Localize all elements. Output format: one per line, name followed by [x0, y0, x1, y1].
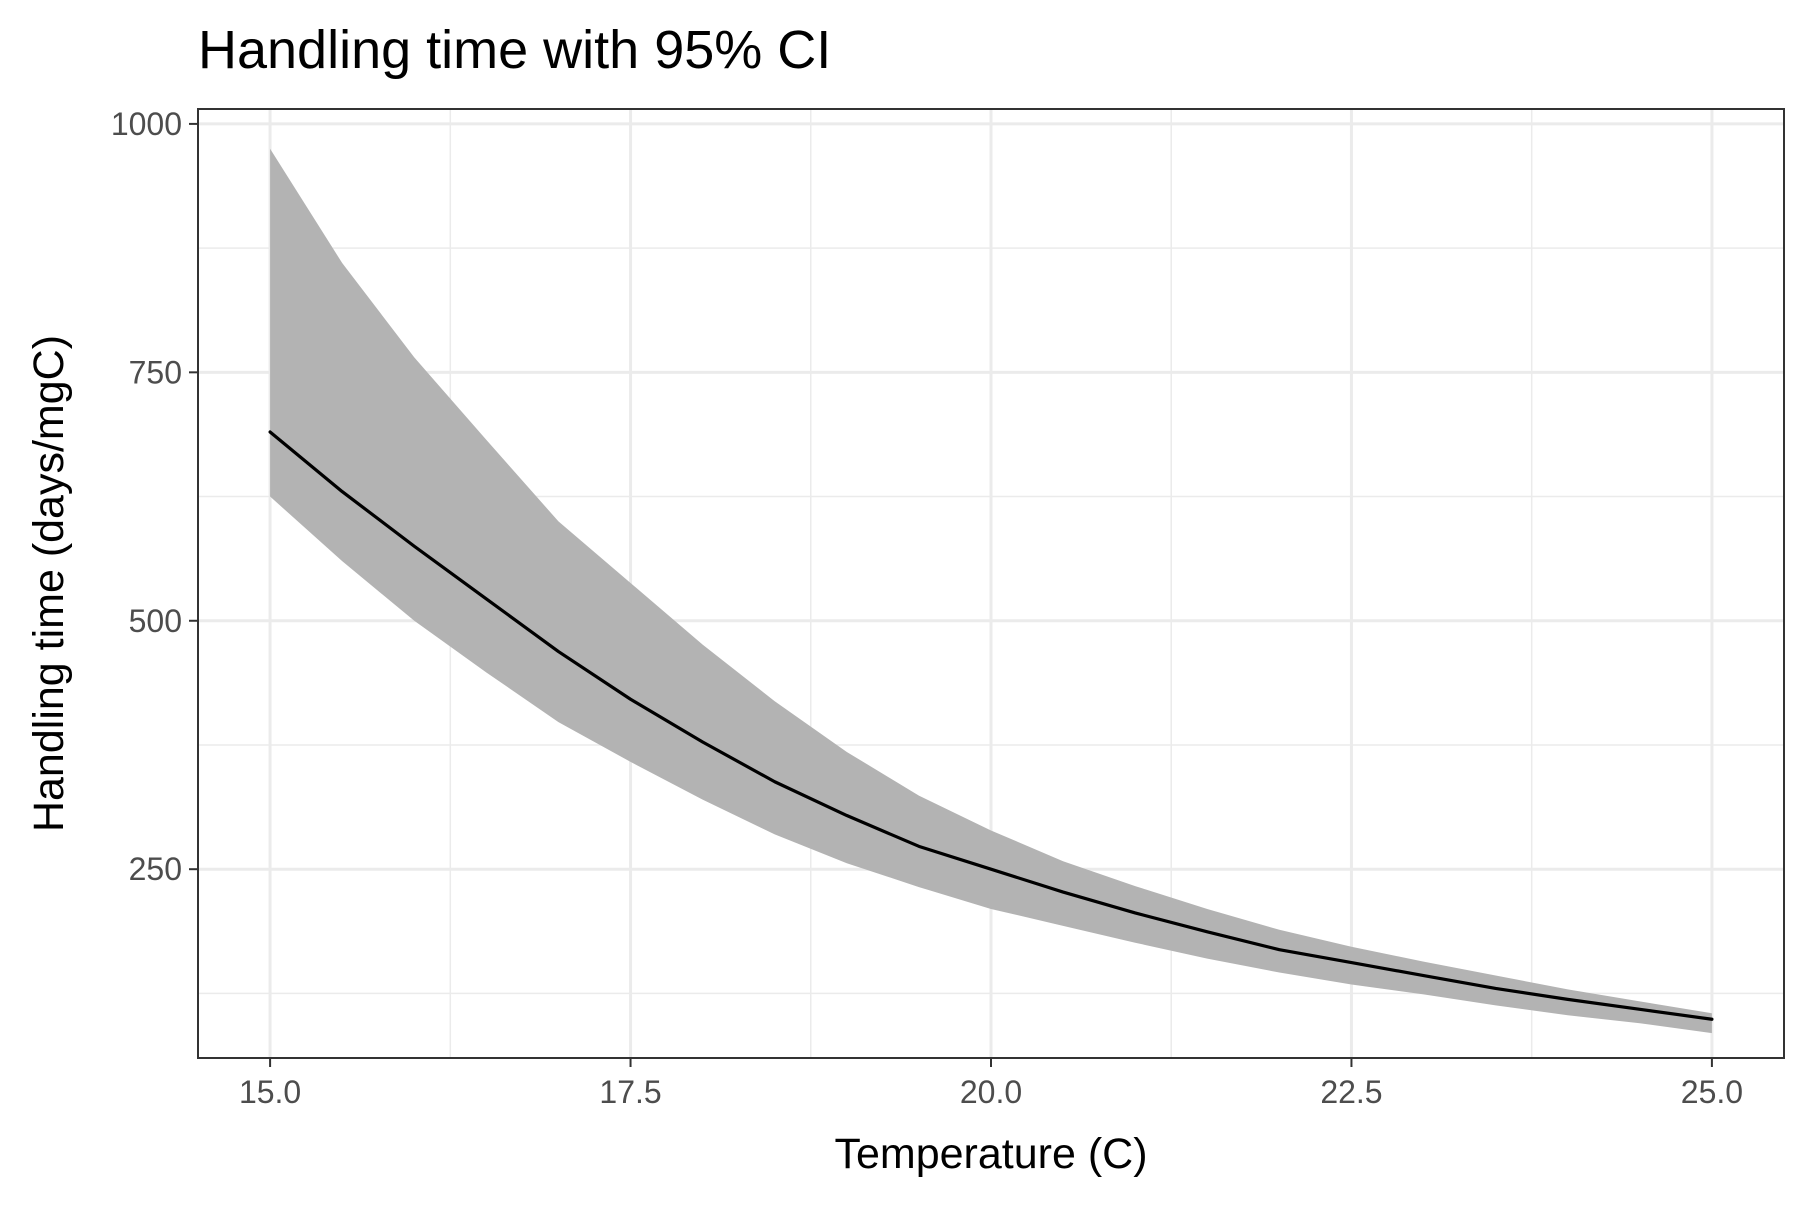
- confidence-ribbon: [270, 148, 1712, 1034]
- x-tick-label: 15.0: [239, 1074, 301, 1110]
- y-tick-label: 1000: [111, 106, 182, 142]
- y-tick-label: 250: [129, 851, 182, 887]
- x-axis-title: Temperature (C): [834, 1130, 1147, 1178]
- x-tick-label: 17.5: [599, 1074, 661, 1110]
- y-axis-ticks: 250 500 750 1000: [111, 106, 198, 887]
- y-tick-label: 500: [129, 603, 182, 639]
- x-tick-label: 25.0: [1681, 1074, 1743, 1110]
- x-tick-label: 22.5: [1320, 1074, 1382, 1110]
- fit-line: [268, 430, 1714, 1021]
- x-tick-label: 20.0: [960, 1074, 1022, 1110]
- chart-title: Handling time with 95% CI: [198, 20, 831, 80]
- fit-line-layer: [268, 430, 1714, 1021]
- x-axis-ticks: 15.0 17.5 20.0 22.5 25.0: [239, 1058, 1743, 1110]
- y-tick-label: 750: [129, 354, 182, 390]
- confidence-ribbon-layer: [270, 148, 1712, 1034]
- y-axis-title: Handling time (days/mgC): [25, 335, 73, 832]
